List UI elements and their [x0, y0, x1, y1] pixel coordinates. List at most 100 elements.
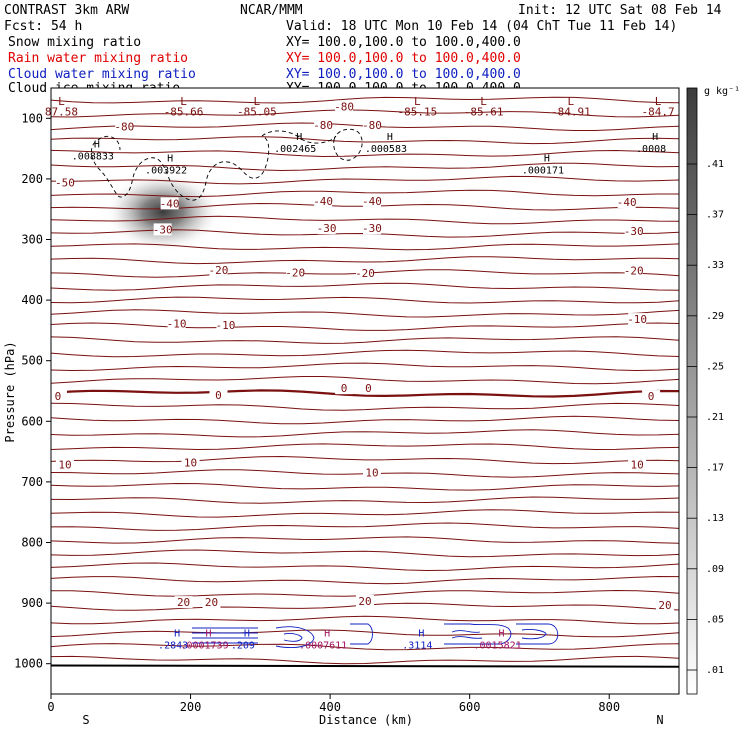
high-value: .0008	[636, 144, 666, 155]
temperature-contour-line	[50, 189, 679, 198]
colorbar-tick-label: .05	[706, 614, 724, 625]
contour-label-bg	[628, 458, 647, 471]
contour-label: -40	[617, 196, 637, 209]
temperature-contour-line	[50, 96, 680, 104]
temperature-contour-line	[50, 362, 680, 372]
contour-label-bg	[656, 599, 675, 612]
y-tick-label: 400	[21, 293, 43, 307]
contour-label-bg	[642, 390, 661, 403]
high-value: .3114	[402, 641, 432, 652]
cloud-water-contour-h	[521, 629, 547, 640]
high-marker: H	[296, 132, 302, 143]
forecast-hour: Fcst: 54 h	[4, 19, 82, 34]
snow-shading	[105, 172, 221, 252]
temperature-contour-line	[50, 549, 680, 558]
colorbar-fill	[686, 87, 698, 695]
y-tick-label: 200	[21, 172, 43, 186]
contour-label: 0	[365, 382, 372, 395]
contour-label-bg	[209, 388, 228, 401]
colorbar-tick-label: .01	[706, 665, 724, 676]
contour-label: -80	[362, 119, 382, 132]
temperature-contour-line	[50, 215, 680, 225]
temperature-contour-line	[50, 575, 680, 585]
model-title: CONTRAST 3km ARW	[4, 3, 129, 18]
colorbar: .01 .05 .09 .13 .17 .21 .25 .29 .33 .37 .41 g kg⁻¹	[686, 86, 740, 695]
high-marker: H	[244, 629, 250, 640]
field-name-cloudwater: Cloud water mixing ratio	[8, 67, 196, 82]
y-axis-label: Pressure (hPa)	[3, 341, 17, 442]
contour-label-bg	[48, 390, 67, 403]
temperature-contour-line	[50, 149, 680, 158]
low-value: -84.91	[551, 105, 591, 118]
contour-label-bg	[202, 596, 221, 609]
temperature-contour-line	[50, 496, 680, 504]
y-tick-label: 100	[21, 111, 43, 125]
contour-label-bg	[181, 456, 200, 469]
high-value: .0001739	[180, 641, 228, 652]
high-marker: H	[167, 154, 173, 165]
temperature-contour-line	[50, 522, 680, 531]
contour-label: -40	[160, 197, 180, 210]
contour-label: 10	[365, 466, 378, 479]
contour-label: -20	[209, 264, 229, 277]
south-end-label: S	[82, 713, 89, 727]
colorbar-tick-label: .09	[706, 564, 724, 575]
y-tick-label: 500	[21, 354, 43, 368]
cloud-ice-contour-left	[90, 135, 270, 201]
contour-label-bg	[314, 194, 333, 207]
field-xy-cloudwater: XY= 100.0,100.0 to 100.0,400.0	[286, 67, 521, 82]
high-marker: H	[324, 629, 330, 640]
temperature-contours	[50, 96, 680, 668]
temperature-contour-line	[50, 175, 680, 185]
high-marker: H	[418, 629, 424, 640]
contour-label-bg	[115, 120, 134, 133]
high-marker: H	[94, 140, 100, 151]
low-cloud-water-contours	[192, 623, 559, 649]
low-marker: L	[480, 95, 487, 108]
header: CONTRAST 3km ARW NCAR/MMM Init: 12 UTC S…	[4, 3, 722, 96]
y-tick-label: 800	[21, 536, 43, 550]
high-value: .000583	[365, 144, 407, 155]
temperature-contour-line	[50, 256, 680, 265]
low-marker: L	[568, 95, 575, 108]
low-marker: L	[414, 95, 421, 108]
low-value: -85.05	[237, 105, 277, 118]
x-axis: 0 200 400 600 800	[47, 694, 620, 714]
temperature-contour-line	[50, 655, 680, 665]
high-marker: H	[544, 154, 550, 165]
temperature-contour-line	[50, 562, 680, 572]
cloud-ice-contours	[90, 128, 363, 201]
contour-label: -40	[362, 195, 382, 208]
cloud-water-contour-b	[275, 626, 315, 649]
contour-label: 0	[341, 382, 348, 395]
temperature-contour-line	[50, 482, 680, 491]
contour-label: -10	[216, 319, 236, 332]
temperature-contour-line	[50, 536, 680, 544]
high-marker: H	[387, 132, 393, 143]
colorbar-tick-label: .17	[706, 463, 724, 474]
contour-label: 20	[177, 596, 190, 609]
x-tick-label: 600	[459, 700, 481, 714]
low-value: 87.58	[45, 105, 78, 118]
high-marker: H	[652, 132, 658, 143]
contour-label-bg	[335, 382, 354, 395]
y-tick-label: 900	[21, 596, 43, 610]
contour-label-bg	[335, 100, 354, 113]
contour-label-bg	[617, 196, 636, 209]
contour-label-bg	[160, 197, 179, 210]
high-value: .003922	[145, 166, 187, 177]
surface-line	[50, 664, 680, 668]
contour-label-bg	[216, 319, 235, 332]
temperature-contour-line	[50, 243, 680, 251]
north-end-label: N	[656, 713, 663, 727]
valid-time: Valid: 18 UTC Mon 10 Feb 14 (04 ChT Tue …	[286, 19, 677, 34]
temperature-contour-line	[50, 429, 680, 438]
high-value: .209	[231, 641, 255, 652]
low-value: -85.15	[397, 105, 437, 118]
contour-label: 0	[55, 390, 62, 403]
temperature-contour-line	[50, 455, 680, 465]
field-name-rain: Rain water mixing ratio	[8, 51, 188, 66]
low-labels: L87.58L-85.66L-85.05L-85.15L-85.61L-84.9…	[45, 95, 675, 118]
x-axis-label: Distance (km)	[319, 713, 413, 727]
contour-label: 0	[215, 389, 222, 402]
